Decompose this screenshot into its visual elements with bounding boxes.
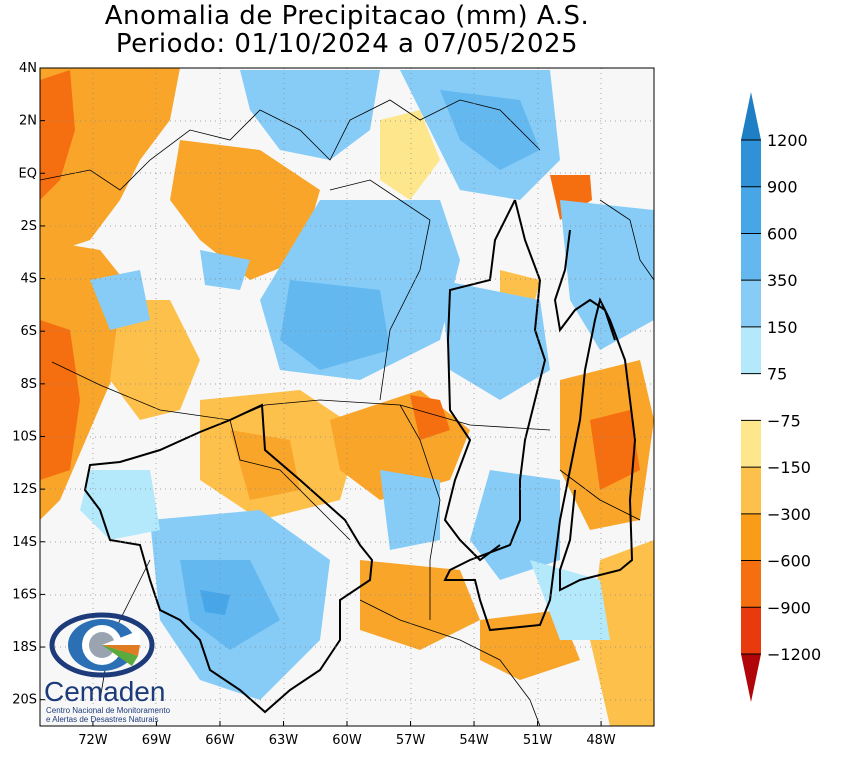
colorbar-top-arrow [741, 92, 761, 140]
lon-label: 48W [586, 733, 616, 748]
lon-label: 72W [78, 733, 108, 748]
colorbar-swatch [741, 607, 761, 654]
logo-name: Cemaden [44, 676, 166, 707]
region-outlines [83, 199, 637, 714]
borders [40, 99, 654, 726]
lat-label: EQ [19, 166, 37, 181]
lat-label: 20S [12, 693, 37, 708]
lat-label: 4S [20, 272, 37, 287]
colorbar-swatch [741, 467, 761, 514]
lat-label: 12S [12, 482, 37, 497]
logo-subtitle-2: e Alertas de Desastres Naturais [46, 715, 159, 724]
colorbar-label: 600 [767, 224, 798, 243]
lat-label: 4N [19, 61, 37, 76]
lon-label: 54W [459, 733, 489, 748]
lat-label: 14S [12, 535, 37, 550]
colorbar-label: 900 [767, 178, 798, 197]
colorbar-label: 150 [767, 318, 798, 337]
lon-label: 66W [205, 733, 235, 748]
colorbar-swatch [741, 233, 761, 281]
colorbar-label: −1200 [767, 645, 821, 664]
colorbar-swatch [741, 280, 761, 327]
colorbar-swatch [741, 560, 761, 608]
colorbar-label: 350 [767, 271, 798, 290]
colorbar-label: −600 [767, 552, 811, 571]
map-title-line2: Periodo: 01/10/2024 a 07/05/2025 [115, 29, 579, 59]
lon-label: 63W [269, 733, 299, 748]
colorbar-label: −900 [767, 598, 811, 617]
lat-label: 2S [20, 219, 37, 234]
colorbar-boxes [741, 92, 761, 702]
lon-label: 60W [332, 733, 362, 748]
cemaden-logo-icon [49, 612, 155, 678]
colorbar-label: −300 [767, 505, 811, 524]
lon-label: 51W [523, 733, 553, 748]
logo-subtitle-1: Centro Nacional de Monitoramento [46, 706, 171, 715]
lat-label: 8S [20, 377, 37, 392]
colorbar-label: 75 [767, 365, 787, 384]
lat-label: 6S [20, 324, 37, 339]
colorbar-label: −75 [767, 411, 801, 430]
map-title-line1: Anomalia de Precipitacao (mm) A.S. [104, 1, 590, 31]
colorbar-labels: 1200 900 600 350 150 75 −75 −150 −300 −600 −900 −12… [767, 131, 821, 664]
colorbar-swatch [741, 513, 761, 561]
axis-ticks [40, 67, 602, 726]
colorbar-swatch [741, 373, 761, 421]
colorbar-label: −150 [767, 458, 811, 477]
colorbar-swatch [741, 140, 761, 187]
anomaly-field [40, 68, 654, 726]
lat-label: 2N [19, 114, 37, 129]
colorbar-swatch [741, 326, 761, 374]
lat-label: 10S [12, 429, 37, 444]
lat-label: 16S [12, 587, 37, 602]
colorbar-bottom-arrow [741, 654, 761, 702]
colorbar-label: 1200 [767, 131, 808, 150]
colorbar-swatch [741, 420, 761, 468]
lon-label: 57W [396, 733, 426, 748]
latitude-labels: 4N 2N EQ 2S 4S 6S 8S 10S 12S 14S 16S 18S 20S [12, 61, 37, 708]
longitude-labels: 72W 69W 66W 63W 60W 57W 54W 51W 48W [78, 733, 616, 748]
lon-label: 69W [142, 733, 172, 748]
colorbar-swatch [741, 186, 761, 234]
lat-label: 18S [12, 640, 37, 655]
